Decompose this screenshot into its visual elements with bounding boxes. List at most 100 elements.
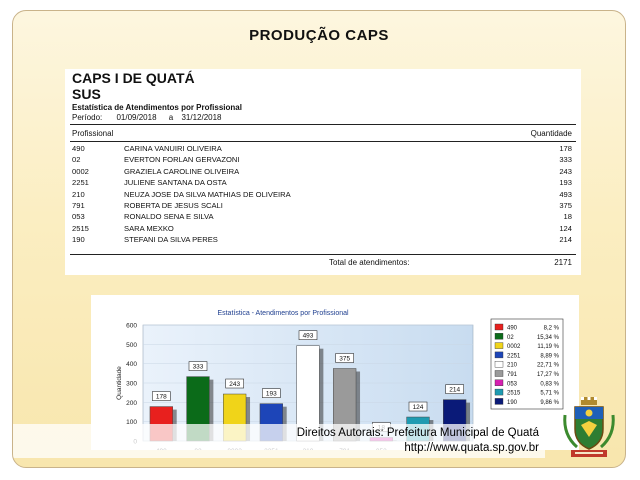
legend-swatch — [494, 370, 504, 377]
legend-swatch — [494, 323, 504, 331]
legend-pct: 8,89 % — [540, 353, 559, 359]
row-qty: 124 — [559, 223, 572, 233]
legend-pct: 9,86 % — [540, 400, 559, 406]
bar-shade — [246, 397, 251, 441]
row-code: 490 — [72, 144, 85, 153]
row-qty: 18 — [563, 212, 572, 222]
table-row: 490 CARINA VANUIRI OLIVEIRA 178 — [72, 143, 576, 154]
table-row: 02 EVERTON FORLAN GERVAZONI 333 — [72, 154, 576, 165]
row-qty: 178 — [559, 144, 572, 153]
period-sep: a — [168, 113, 174, 122]
legend-code: 190 — [507, 400, 518, 406]
row-name: NEUZA JOSE DA SILVA MATHIAS DE OLIVEIRA — [124, 189, 291, 199]
row-code: 02 — [72, 155, 81, 165]
website-url[interactable]: http://www.quata.sp.gov.br — [404, 442, 539, 454]
chart-title: Estatística - Atendimentos por Profissio… — [217, 310, 349, 317]
copyright-band — [13, 424, 545, 458]
table-row: 0002 GRAZIELA CAROLINE OLIVEIRA 243 — [72, 166, 576, 177]
total-label: Total de atendimentos: — [329, 258, 410, 267]
row-qty: 193 — [559, 178, 572, 188]
y-tick-label: 500 — [126, 342, 137, 349]
table-row: 2515 SARA MEXKO 124 — [72, 223, 576, 234]
legend-swatch — [494, 360, 504, 368]
data-label-box — [262, 388, 281, 398]
y-tick-label: 300 — [126, 381, 137, 388]
copyright-text: Direitos Autorais: Prefeitura Municipal … — [296, 427, 539, 439]
legend-code: 2515 — [507, 391, 521, 397]
col-header-quantidade: Quantidade — [530, 129, 572, 138]
legend-swatch — [494, 379, 504, 387]
row-code: 190 — [72, 235, 85, 245]
legend-code: 791 — [507, 372, 518, 378]
row-qty: 375 — [559, 200, 572, 210]
y-tick-label: 100 — [126, 419, 137, 426]
y-tick-label: 600 — [126, 323, 137, 330]
report-subtitle: Estatística de Atendimentos por Profissi… — [72, 103, 242, 112]
period-label: Período: — [72, 113, 103, 122]
divider — [70, 254, 576, 255]
row-qty: 493 — [559, 189, 572, 199]
divider — [70, 124, 576, 125]
legend-pct: 15,34 % — [537, 335, 560, 341]
legend-swatch — [494, 342, 504, 349]
table-row: 190 STEFANI DA SILVA PERES 214 — [72, 234, 576, 245]
legend-pct: 11,19 % — [537, 344, 559, 350]
row-name: RONALDO SENA E SILVA — [124, 212, 214, 222]
report-period: Período: 01/09/2018 a 31/12/2018 — [72, 113, 228, 122]
bar-shade — [209, 379, 214, 441]
legend-swatch — [494, 398, 504, 405]
row-code: 210 — [72, 189, 85, 199]
legend-code: 0002 — [507, 344, 521, 350]
legend-code: 02 — [507, 335, 514, 341]
report-table: 490 CARINA VANUIRI OLIVEIRA 178 02 EVERTON F… — [72, 143, 576, 246]
y-tick-label: 200 — [126, 400, 137, 407]
total-value: 2171 — [554, 258, 572, 267]
data-label: 124 — [413, 404, 424, 411]
row-name: GRAZIELA CAROLINE OLIVEIRA — [124, 166, 240, 176]
row-code: 2515 — [72, 223, 89, 233]
row-name: EVERTON FORLAN GERVAZONI — [124, 155, 240, 165]
bar-shade — [466, 402, 471, 441]
data-label-box — [152, 391, 171, 401]
legend-pct: 0,83 % — [540, 381, 559, 387]
row-code: 2251 — [72, 178, 89, 188]
data-label: 375 — [339, 356, 350, 363]
period-end: 31/12/2018 — [181, 113, 222, 122]
table-row: 053 RONALDO SENA E SILVA 18 — [72, 211, 576, 222]
y-axis-label: Quantidade — [116, 366, 123, 400]
legend-code: 490 — [507, 326, 518, 332]
legend-pct: 17,27 % — [537, 372, 560, 378]
row-qty: 333 — [559, 155, 572, 165]
y-tick-label: 400 — [126, 361, 137, 368]
data-label: 243 — [229, 381, 240, 388]
divider — [70, 141, 576, 142]
data-label: 333 — [193, 364, 204, 371]
data-label-box — [188, 361, 208, 371]
col-header-profissional: Profissional — [72, 129, 114, 138]
data-label: 193 — [266, 391, 277, 398]
row-name: STEFANI DA SILVA PERES — [124, 235, 218, 245]
row-name: ROBERTA DE JESUS SCALI — [124, 200, 223, 210]
legend-code: 053 — [507, 381, 518, 387]
data-label: 214 — [449, 387, 460, 394]
table-row: 2251 JULIENE SANTANA DA OSTA 193 — [72, 177, 576, 188]
row-name: CARINA VANUIRI OLIVEIRA — [124, 144, 222, 153]
table-row: 791 ROBERTA DE JESUS SCALI 375 — [72, 200, 576, 211]
municipal-coat-of-arms-icon — [563, 397, 615, 457]
data-label-box — [335, 353, 354, 363]
legend-swatch — [494, 333, 504, 340]
row-code: 0002 — [72, 166, 89, 176]
legend-code: 210 — [507, 363, 518, 369]
row-name: SARA MEXKO — [124, 223, 174, 233]
data-label-box — [445, 384, 464, 394]
period-start: 01/09/2018 — [116, 113, 157, 122]
bar-shade — [282, 406, 287, 441]
table-row: 210 NEUZA JOSE DA SILVA MATHIAS DE OLIVEI… — [72, 189, 576, 200]
row-code: 791 — [72, 200, 85, 210]
slide: PRODUÇÃO CAPS CAPS I DE QUATÁ SUS Estatí… — [12, 10, 626, 468]
report-subheading: SUS — [72, 86, 101, 102]
data-label-box — [298, 330, 318, 340]
bar-shade — [356, 371, 361, 441]
legend-pct: 22,71 % — [537, 363, 560, 369]
report-panel: CAPS I DE QUATÁ SUS Estatística de Atend… — [65, 69, 581, 275]
